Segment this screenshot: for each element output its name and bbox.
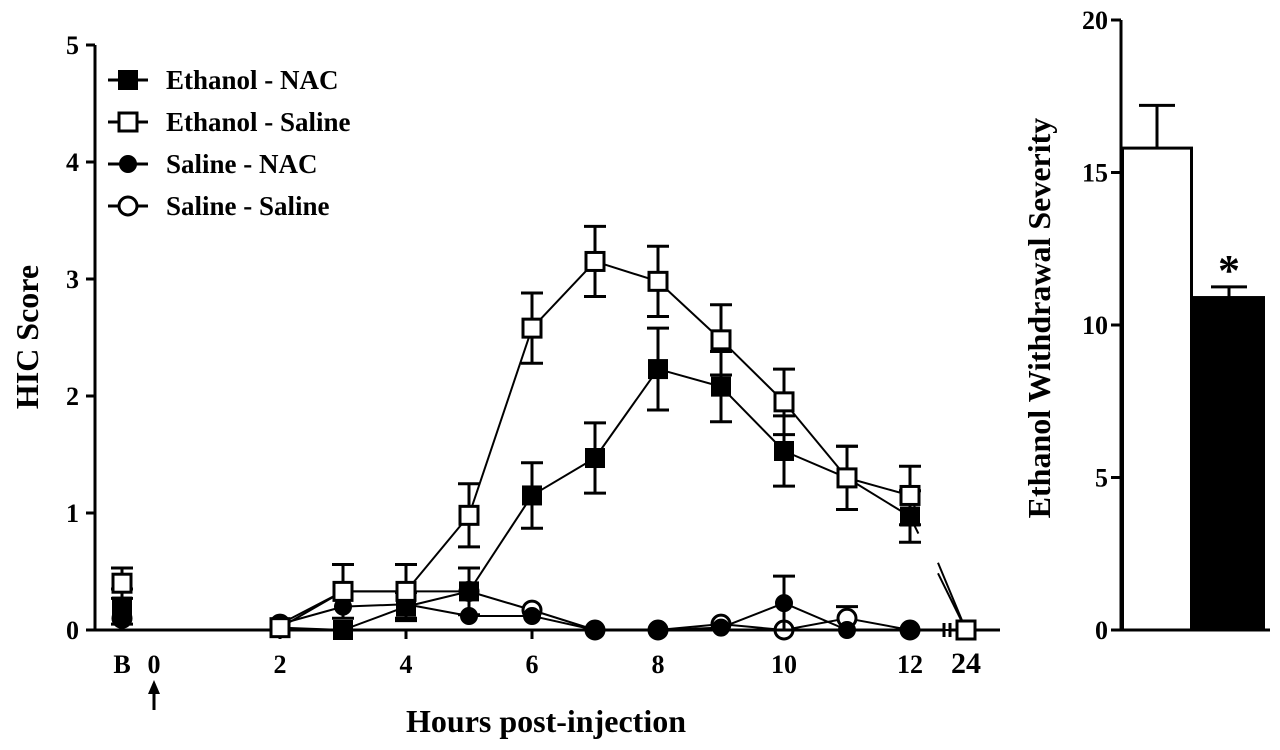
data-point: [586, 621, 604, 639]
data-point: [584, 250, 606, 272]
series-line-segment: [846, 617, 911, 631]
x-tick-label: 6: [526, 650, 539, 679]
y-tick-label: 3: [66, 265, 79, 294]
legend-label: Saline - NAC: [166, 149, 318, 179]
data-point: [269, 617, 291, 639]
data-point: [712, 618, 730, 637]
series-line-segment: [783, 602, 848, 631]
series-line-segment: [783, 401, 848, 479]
bar: [1193, 296, 1265, 632]
y-tick-label: 15: [1082, 159, 1108, 188]
series-line-segment: [342, 605, 407, 631]
series-line-segment: [937, 562, 967, 631]
x-tick-label: 10: [771, 650, 797, 679]
series-ethanol-saline: [111, 224, 977, 641]
data-point: [773, 391, 795, 413]
series-line-segment: [405, 514, 470, 593]
y-tick-label: 1: [66, 499, 79, 528]
series-line-segment: [657, 368, 722, 388]
legend-marker: [119, 155, 137, 173]
series-line-segment: [342, 603, 407, 608]
legend-marker: [118, 70, 138, 90]
series-line-segment: [468, 590, 533, 612]
x-axis-title: Hours post-injection: [406, 703, 686, 739]
data-point: [899, 484, 921, 506]
significance-asterisk: *: [1218, 246, 1240, 295]
data-point: [459, 581, 479, 602]
data-point: [955, 619, 977, 641]
data-point: [111, 572, 133, 594]
series-line-segment: [720, 385, 785, 452]
y-tick-label: 0: [66, 616, 79, 645]
legend-label: Saline - Saline: [166, 191, 330, 221]
data-point: [711, 376, 731, 397]
injection-arrow-icon: [148, 680, 160, 694]
series-line-segment: [720, 602, 785, 629]
withdrawal-severity-bar-chart: 0 5 10 15 20 Ethanol Withdrawal Severity *: [1021, 6, 1270, 645]
data-point: [710, 329, 732, 351]
data-point: [521, 317, 543, 339]
legend-marker: [117, 111, 139, 133]
x-tick-label: 0: [148, 650, 161, 679]
x-tick-label: 2: [274, 650, 287, 679]
legend-marker: [117, 195, 139, 217]
data-point: [523, 606, 541, 625]
data-point: [775, 594, 793, 613]
data-point: [585, 448, 605, 469]
data-point: [774, 440, 794, 461]
x-tick-label: 12: [897, 650, 923, 679]
x-tick-label: 4: [400, 650, 413, 679]
y-tick-label: 20: [1082, 6, 1108, 35]
series-line-segment: [783, 617, 848, 631]
series-line-segment: [594, 368, 659, 459]
data-point: [395, 580, 417, 602]
y-tick-label: 10: [1082, 311, 1108, 340]
series-line-segment: [531, 260, 596, 329]
data-point: [649, 621, 667, 639]
y-tick-label: 2: [66, 382, 79, 411]
data-point: [522, 485, 542, 506]
data-point: [112, 596, 132, 617]
legend-label: Ethanol - Saline: [166, 107, 351, 137]
series-line-segment: [531, 614, 596, 631]
x-tick-label: B: [113, 650, 130, 679]
legend-label: Ethanol - NAC: [166, 65, 339, 95]
data-point: [332, 580, 354, 602]
y-tick-label: 4: [66, 148, 79, 177]
x-tick-label: 8: [652, 650, 665, 679]
y-tick-label: 5: [1095, 464, 1108, 493]
data-point: [838, 621, 856, 639]
y-axis-title: Ethanol Withdrawal Severity: [1021, 118, 1057, 519]
series-line-segment: [531, 457, 596, 497]
legend: Ethanol - NAC Ethanol - Saline Saline - NA…: [108, 65, 351, 221]
series-line-segment: [468, 494, 533, 592]
bar: [1121, 146, 1193, 632]
data-point: [836, 467, 858, 489]
y-tick-label: 0: [1095, 616, 1108, 645]
x-tick-label: 24: [951, 647, 981, 680]
data-point: [333, 620, 353, 640]
y-axis-title: HIC Score: [9, 265, 45, 409]
data-point: [647, 270, 669, 292]
y-tick-label: 5: [66, 31, 79, 60]
series-line-segment: [405, 590, 470, 608]
data-point: [648, 359, 668, 380]
data-point: [901, 621, 919, 639]
data-point: [458, 504, 480, 526]
series-line-segment: [657, 626, 722, 631]
